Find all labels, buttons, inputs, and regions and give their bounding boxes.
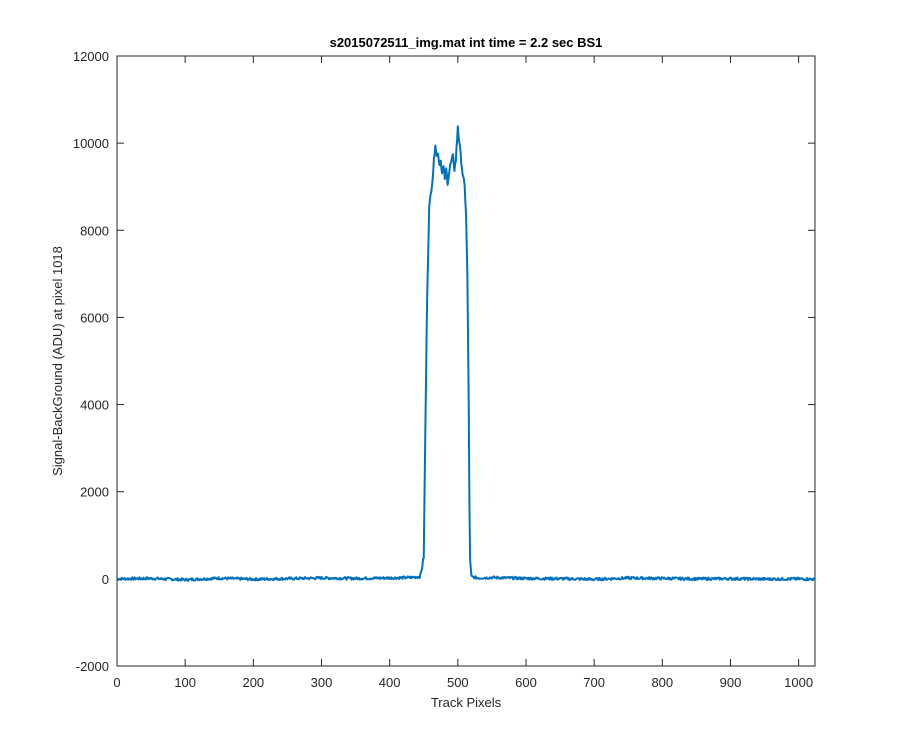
series-line <box>116 125 816 582</box>
x-tick-label: 300 <box>311 675 333 690</box>
y-tick-label: 4000 <box>80 398 109 413</box>
axes-box <box>116 55 816 667</box>
x-tick-label: 200 <box>242 675 264 690</box>
chart-title: s2015072511_img.mat int time = 2.2 sec B… <box>330 35 603 50</box>
y-tick-label: 6000 <box>80 310 109 325</box>
x-tick-label: 900 <box>720 675 742 690</box>
x-tick-label: 400 <box>379 675 401 690</box>
x-tick-label: 500 <box>447 675 469 690</box>
y-tick-label: 12000 <box>73 49 109 64</box>
plot-area: 0 100 200 300 400 500 600 700 800 900 1000 -2000 0 20… <box>73 49 816 690</box>
x-axis-label: Track Pixels <box>431 695 502 710</box>
x-tick-label: 0 <box>113 675 120 690</box>
x-tick-label: 100 <box>174 675 196 690</box>
x-tick-label: 1000 <box>784 675 813 690</box>
y-tick-label: 0 <box>102 572 109 587</box>
x-tick-label: 600 <box>515 675 537 690</box>
y-tick-label: 2000 <box>80 485 109 500</box>
y-tick-label: 10000 <box>73 136 109 151</box>
x-tick-label: 700 <box>583 675 605 690</box>
y-axis-label: Signal-BackGround (ADU) at pixel 1018 <box>50 246 65 476</box>
x-tick-label: 800 <box>651 675 673 690</box>
y-tick-label: 8000 <box>80 223 109 238</box>
y-tick-label: -2000 <box>76 659 109 674</box>
